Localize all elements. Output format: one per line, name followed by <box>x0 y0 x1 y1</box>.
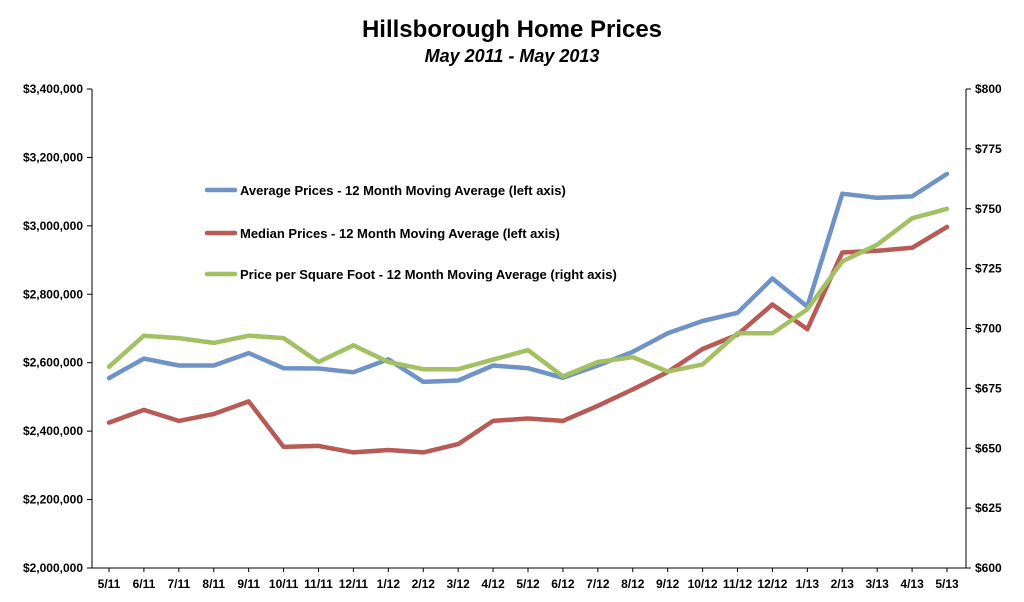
x-tick-label: 3/12 <box>446 577 470 591</box>
series-line-2 <box>106 224 950 455</box>
series-layer <box>106 171 950 455</box>
x-tick-label: 12/11 <box>339 577 369 591</box>
legend-label-1: Average Prices - 12 Month Moving Average… <box>240 183 566 198</box>
right-tick-label: $700 <box>975 322 1002 336</box>
left-tick-label: $3,400,000 <box>23 82 83 96</box>
x-tick-label: 5/11 <box>98 577 121 591</box>
x-tick-label: 7/12 <box>586 577 610 591</box>
left-tick-label: $2,800,000 <box>23 287 83 301</box>
right-tick-label: $625 <box>975 501 1002 515</box>
x-tick-label: 7/11 <box>167 577 190 591</box>
x-tick-label: 5/12 <box>516 577 540 591</box>
left-tick-label: $2,000,000 <box>23 561 83 575</box>
right-tick-label: $675 <box>975 381 1002 395</box>
x-tick-label: 1/12 <box>377 577 401 591</box>
x-tick-label: 4/12 <box>481 577 505 591</box>
x-tick-label: 10/12 <box>688 577 718 591</box>
right-tick-label: $725 <box>975 262 1002 276</box>
x-tick-label: 1/13 <box>796 577 820 591</box>
x-tick-label: 8/12 <box>621 577 645 591</box>
legend: Average Prices - 12 Month Moving Average… <box>204 183 617 282</box>
left-tick-label: $3,000,000 <box>23 219 83 233</box>
x-tick-label: 9/11 <box>237 577 260 591</box>
x-tick-label: 11/12 <box>723 577 753 591</box>
chart-subtitle: May 2011 - May 2013 <box>424 46 600 66</box>
x-tick-label: 8/11 <box>202 577 225 591</box>
x-tick-label: 2/12 <box>412 577 436 591</box>
x-tick-label: 3/13 <box>865 577 889 591</box>
right-tick-label: $750 <box>975 202 1002 216</box>
chart-title: Hillsborough Home Prices <box>361 16 663 43</box>
left-tick-label: $2,400,000 <box>23 424 83 438</box>
left-axis-ticks: $2,000,000 $2,200,000 $2,400,000 $2,600,000… <box>23 82 92 575</box>
x-tick-label: 5/13 <box>935 577 959 591</box>
x-axis-ticks: 5/11 6/11 7/11 8/11 9/11 10/11 11/11 12/11 1/12 2… <box>98 568 959 591</box>
x-tick-label: 10/11 <box>269 577 299 591</box>
right-tick-label: $800 <box>975 82 1002 96</box>
x-tick-label: 2/13 <box>831 577 855 591</box>
right-tick-label: $600 <box>975 561 1002 575</box>
x-tick-label: 6/12 <box>551 577 575 591</box>
right-tick-label: $775 <box>975 142 1002 156</box>
series-line-3 <box>106 206 950 379</box>
legend-label-2: Median Prices - 12 Month Moving Average … <box>240 226 560 241</box>
right-axis-ticks: $600 $625 $650 $675 $700 $725 $750 $775 $800 <box>966 82 1002 575</box>
left-tick-label: $2,200,000 <box>23 493 83 507</box>
left-tick-label: $3,200,000 <box>23 150 83 164</box>
axes <box>91 89 967 569</box>
x-tick-label: 4/13 <box>900 577 924 591</box>
x-tick-label: 6/11 <box>133 577 156 591</box>
right-tick-label: $650 <box>975 441 1002 455</box>
left-tick-label: $2,600,000 <box>23 356 83 370</box>
legend-label-3: Price per Square Foot - 12 Month Moving … <box>240 267 617 282</box>
x-tick-label: 9/12 <box>656 577 680 591</box>
x-tick-label: 12/12 <box>757 577 787 591</box>
x-tick-label: 11/11 <box>304 577 333 591</box>
